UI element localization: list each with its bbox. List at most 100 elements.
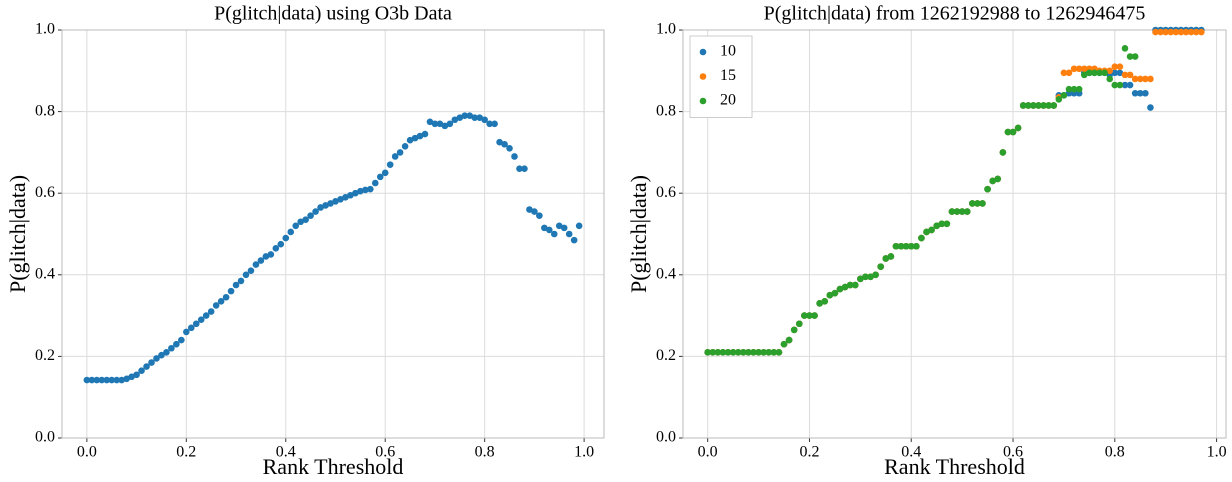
point	[565, 230, 573, 238]
point	[287, 228, 295, 236]
y-tick-label: 0.0	[35, 429, 55, 446]
point	[183, 328, 190, 336]
point	[466, 112, 474, 119]
point	[376, 173, 384, 181]
point	[918, 234, 925, 242]
point	[938, 220, 946, 228]
point	[1106, 75, 1114, 83]
point	[406, 136, 414, 144]
y-tick-label: 0.2	[35, 347, 55, 364]
point	[1065, 85, 1073, 93]
point	[1121, 81, 1129, 89]
point	[897, 242, 905, 250]
point	[431, 120, 439, 128]
point	[770, 349, 778, 356]
y-tick-label: 0.2	[656, 347, 676, 364]
point	[943, 220, 951, 228]
point	[902, 242, 910, 250]
point	[872, 271, 879, 279]
point	[133, 371, 140, 379]
point	[88, 376, 96, 384]
y-tick-label: 0.6	[656, 184, 676, 201]
point	[1070, 65, 1078, 73]
point	[974, 200, 981, 207]
point	[745, 349, 752, 356]
point	[322, 202, 329, 209]
point	[555, 222, 563, 230]
point	[148, 359, 155, 366]
point	[476, 114, 483, 122]
legend: 10 15 20	[689, 35, 753, 118]
point	[550, 230, 558, 238]
point	[451, 116, 459, 124]
point	[882, 255, 890, 262]
point	[765, 349, 773, 356]
point	[1080, 71, 1088, 79]
x-tick-label: 0.4	[276, 444, 296, 461]
point	[1147, 104, 1154, 111]
point	[436, 120, 444, 128]
point	[1035, 102, 1042, 109]
point	[570, 236, 578, 244]
point	[1198, 28, 1205, 36]
point	[153, 355, 160, 362]
point	[1172, 28, 1180, 36]
point	[227, 287, 235, 295]
point	[1142, 75, 1149, 83]
point	[207, 308, 215, 315]
point	[1009, 128, 1017, 136]
point	[292, 222, 300, 230]
point	[575, 222, 583, 230]
point	[953, 208, 961, 215]
point	[1070, 85, 1078, 93]
point	[913, 242, 920, 250]
point	[1091, 69, 1098, 77]
point	[342, 193, 349, 201]
point	[357, 187, 364, 195]
point	[1116, 63, 1124, 71]
point	[526, 206, 533, 213]
subplot: P(glitch|data) from 1262192988 to 126294…	[626, 3, 1227, 479]
point	[1182, 28, 1190, 36]
point	[1121, 71, 1129, 79]
point	[461, 112, 469, 119]
point	[282, 234, 290, 242]
y-tick-label: 0.0	[656, 429, 676, 446]
point	[1121, 45, 1129, 52]
axes-frame	[61, 29, 605, 439]
point	[1075, 65, 1083, 73]
x-tick-label: 1.0	[1207, 444, 1227, 461]
point	[1131, 75, 1139, 83]
y-tick-label: 1.0	[656, 21, 676, 38]
point	[989, 177, 996, 185]
point	[1116, 81, 1124, 89]
point	[197, 316, 205, 323]
chart-title: P(glitch|data) from 1262192988 to 126294…	[764, 3, 1146, 25]
point	[103, 376, 111, 384]
point	[541, 224, 548, 232]
point	[501, 140, 508, 148]
point	[1055, 96, 1063, 103]
point	[887, 253, 895, 260]
point	[729, 349, 737, 356]
point	[994, 175, 1002, 183]
point	[128, 373, 135, 381]
point	[481, 116, 488, 124]
legend-label: 20	[720, 92, 736, 109]
point	[1096, 69, 1103, 77]
point	[1147, 75, 1154, 83]
point	[1126, 71, 1134, 79]
point	[366, 185, 374, 193]
y-axis-label: P(glitch|data)	[626, 175, 651, 293]
point	[775, 349, 783, 356]
point	[821, 298, 829, 305]
point	[801, 312, 808, 319]
point	[302, 216, 309, 224]
point	[307, 212, 314, 219]
point	[118, 376, 125, 384]
point	[491, 120, 498, 128]
y-tick-label: 0.8	[35, 102, 55, 119]
point	[1157, 28, 1164, 36]
point	[958, 208, 966, 215]
point	[93, 376, 101, 384]
